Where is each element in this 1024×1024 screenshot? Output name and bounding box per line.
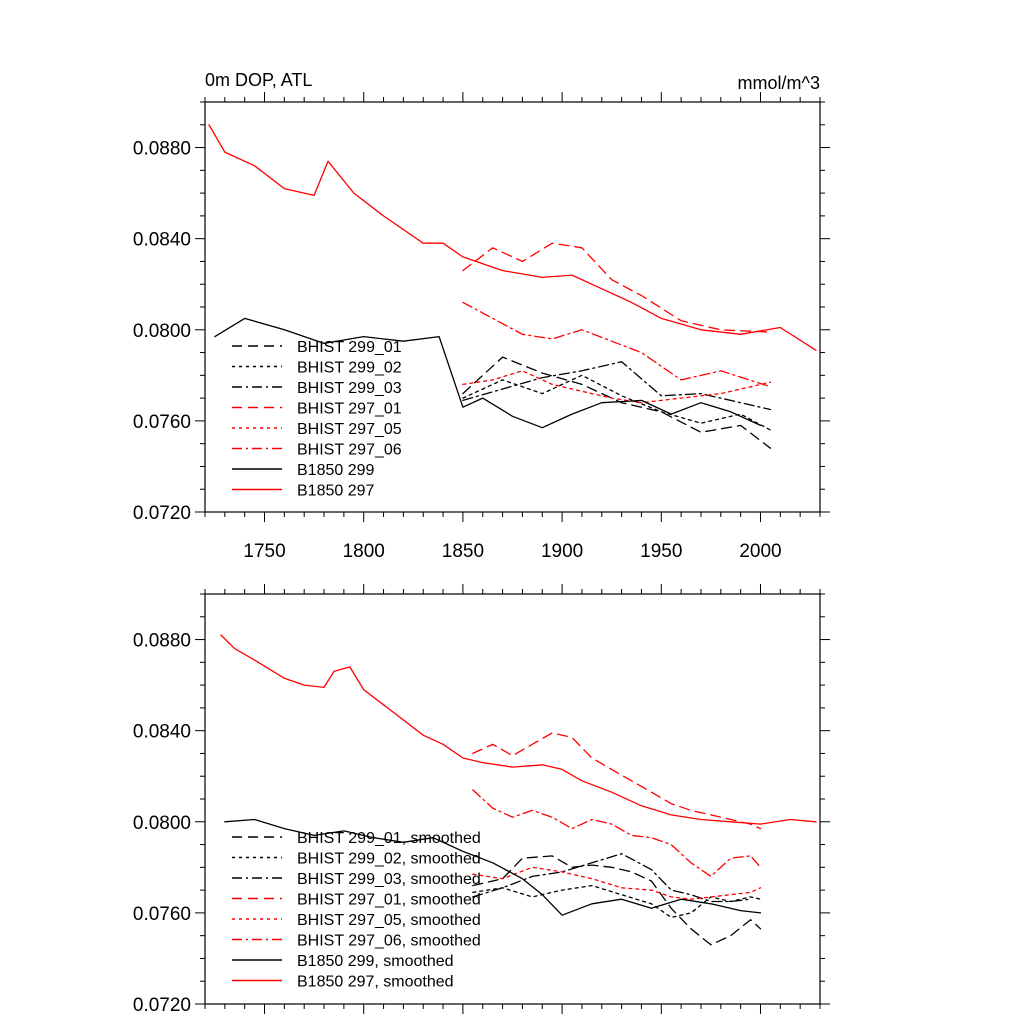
y-tick-label: 0.0840 <box>133 722 191 743</box>
x-tick-label: 1900 <box>541 541 583 562</box>
series-line <box>472 884 762 919</box>
y-tick-label: 0.0880 <box>133 139 191 160</box>
series-line <box>224 818 762 916</box>
legend-label: BHIST 299_03, smoothed <box>297 871 481 888</box>
legend-label: BHIST 299_03 <box>297 380 402 397</box>
legend-label: BHIST 297_06, smoothed <box>297 933 481 950</box>
x-tick-label: 2000 <box>739 541 781 562</box>
legend-label: BHIST 297_05 <box>297 421 402 438</box>
legend-label: BHIST 299_01, smoothed <box>297 830 481 847</box>
chart-title: 0m DOP, ATL <box>205 70 312 90</box>
chart-panel-1: 1750 1800 1850 1900 1950 2000 0.0720 0.0760 0.08… <box>133 70 830 562</box>
legend-label: BHIST 297_05, smoothed <box>297 912 481 929</box>
legend-label: BHIST 299_02, smoothed <box>297 851 481 868</box>
chart-panel-2: 0.0720 0.0760 0.0800 0.0840 0.0880 BHIST 299_… <box>133 584 830 1016</box>
series-line <box>472 732 762 830</box>
units-label: mmol/m^3 <box>738 73 820 93</box>
y-tick-label: 0.0840 <box>133 230 191 251</box>
legend-label: B1850 297, smoothed <box>297 974 454 991</box>
series-line <box>462 361 772 411</box>
y-tick-label: 0.0720 <box>133 995 191 1016</box>
x-tick-label: 1800 <box>343 541 385 562</box>
y-tick-label: 0.0800 <box>133 813 191 834</box>
series-line <box>462 374 772 431</box>
legend-label: BHIST 299_01 <box>297 339 402 356</box>
series-line <box>214 317 762 429</box>
x-tick-label: 1950 <box>640 541 682 562</box>
series-line <box>462 242 772 333</box>
series-line <box>208 124 817 351</box>
y-tick-label: 0.0760 <box>133 904 191 925</box>
legend-label: BHIST 299_02 <box>297 360 402 377</box>
series-line <box>220 634 817 825</box>
legend-label: BHIST 297_01 <box>297 401 402 418</box>
y-tick-label: 0.0800 <box>133 321 191 342</box>
series-line <box>472 855 762 946</box>
y-tick-label: 0.0880 <box>133 631 191 652</box>
legend-label: B1850 299 <box>297 462 375 479</box>
series-line <box>472 853 752 903</box>
series-line <box>462 356 772 449</box>
series-line <box>472 866 762 900</box>
series-line <box>462 301 772 388</box>
series-line <box>472 789 762 878</box>
legend-label: B1850 297 <box>297 483 375 500</box>
legend-label: BHIST 297_06 <box>297 442 402 459</box>
x-tick-label: 1850 <box>442 541 484 562</box>
y-tick-label: 0.0760 <box>133 412 191 433</box>
y-tick-label: 0.0720 <box>133 503 191 524</box>
legend-label: BHIST 297_01, smoothed <box>297 892 481 909</box>
series-line <box>462 370 772 404</box>
x-tick-label: 1750 <box>243 541 285 562</box>
legend-label: B1850 299, smoothed <box>297 953 454 970</box>
